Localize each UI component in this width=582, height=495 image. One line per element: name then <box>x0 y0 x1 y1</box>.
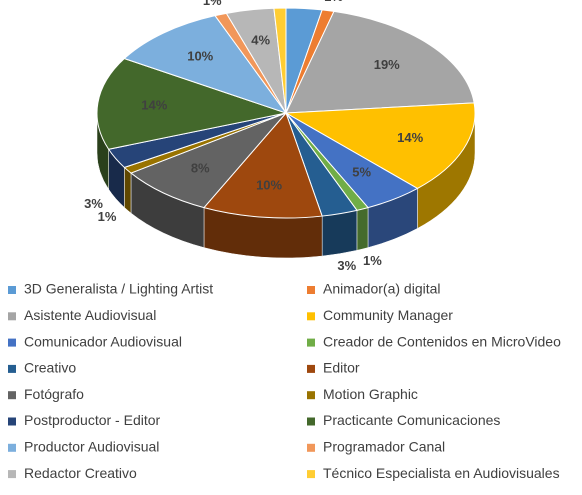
data-label: 14% <box>397 130 423 145</box>
slice <box>96 58 288 150</box>
legend-swatch <box>307 470 315 479</box>
data-label: 1% <box>203 0 222 8</box>
data-label: 1% <box>363 253 382 268</box>
data-label: 14% <box>141 97 167 112</box>
slice <box>129 112 287 209</box>
data-label: 1% <box>98 209 117 224</box>
data-label: 4% <box>251 32 270 47</box>
data-label: 3% <box>84 196 103 211</box>
legend-swatch <box>307 338 315 347</box>
data-label: 19% <box>374 57 400 72</box>
legend-swatch <box>307 391 315 400</box>
legend-swatch <box>307 417 315 426</box>
legend-swatch <box>8 312 16 321</box>
slice <box>203 112 323 219</box>
legend-label: Programador Canal <box>323 439 445 455</box>
data-label: 1% <box>270 0 289 1</box>
legend-label: Postproductor - Editor <box>24 412 161 428</box>
legend-label: Redactor Creativo <box>24 465 137 481</box>
legend-swatch <box>8 286 16 294</box>
legend-label: Productor Audiovisual <box>24 439 159 455</box>
legend-label: Fotógrafo <box>24 386 84 402</box>
legend-label: Practicante Comunicaciones <box>323 412 500 428</box>
legend-label: Asistente Audiovisual <box>24 307 156 323</box>
legend-swatch <box>307 312 315 321</box>
legend-swatch <box>307 364 315 373</box>
slice-side <box>124 166 132 214</box>
data-label: 5% <box>352 165 371 180</box>
legend-swatch <box>8 391 16 400</box>
legend-label: 3D Generalista / Lighting Artist <box>24 281 213 297</box>
legend-label: Creativo <box>24 360 76 376</box>
slice <box>123 15 288 114</box>
legend-swatch <box>8 364 16 373</box>
legend-swatch <box>307 443 315 452</box>
slice <box>285 10 475 114</box>
legend-label: Community Manager <box>323 307 453 323</box>
slice-side <box>321 210 358 257</box>
data-label: 10% <box>187 48 213 63</box>
data-label: 3% <box>297 0 316 1</box>
legend-label: Técnico Especialista en Audiovisuales <box>323 465 560 481</box>
legend-swatch <box>8 443 16 452</box>
data-label: 3% <box>337 258 356 273</box>
legend-label: Comunicador Audiovisual <box>24 333 182 349</box>
legend-label: Motion Graphic <box>323 386 418 402</box>
slice <box>284 102 476 189</box>
data-label: 1% <box>324 0 343 4</box>
legend-label: Animador(a) digital <box>323 281 441 297</box>
legend-swatch <box>8 470 16 479</box>
legend-label: Creador de Contenidos en MicroVideo <box>323 333 561 349</box>
legend-swatch <box>8 417 16 426</box>
data-label: 10% <box>256 177 282 192</box>
data-label: 8% <box>191 160 210 175</box>
legend-label: Editor <box>323 360 360 376</box>
slice-side <box>356 207 369 251</box>
legend-swatch <box>8 338 16 347</box>
slice <box>273 7 287 114</box>
legend-swatch <box>307 286 315 294</box>
